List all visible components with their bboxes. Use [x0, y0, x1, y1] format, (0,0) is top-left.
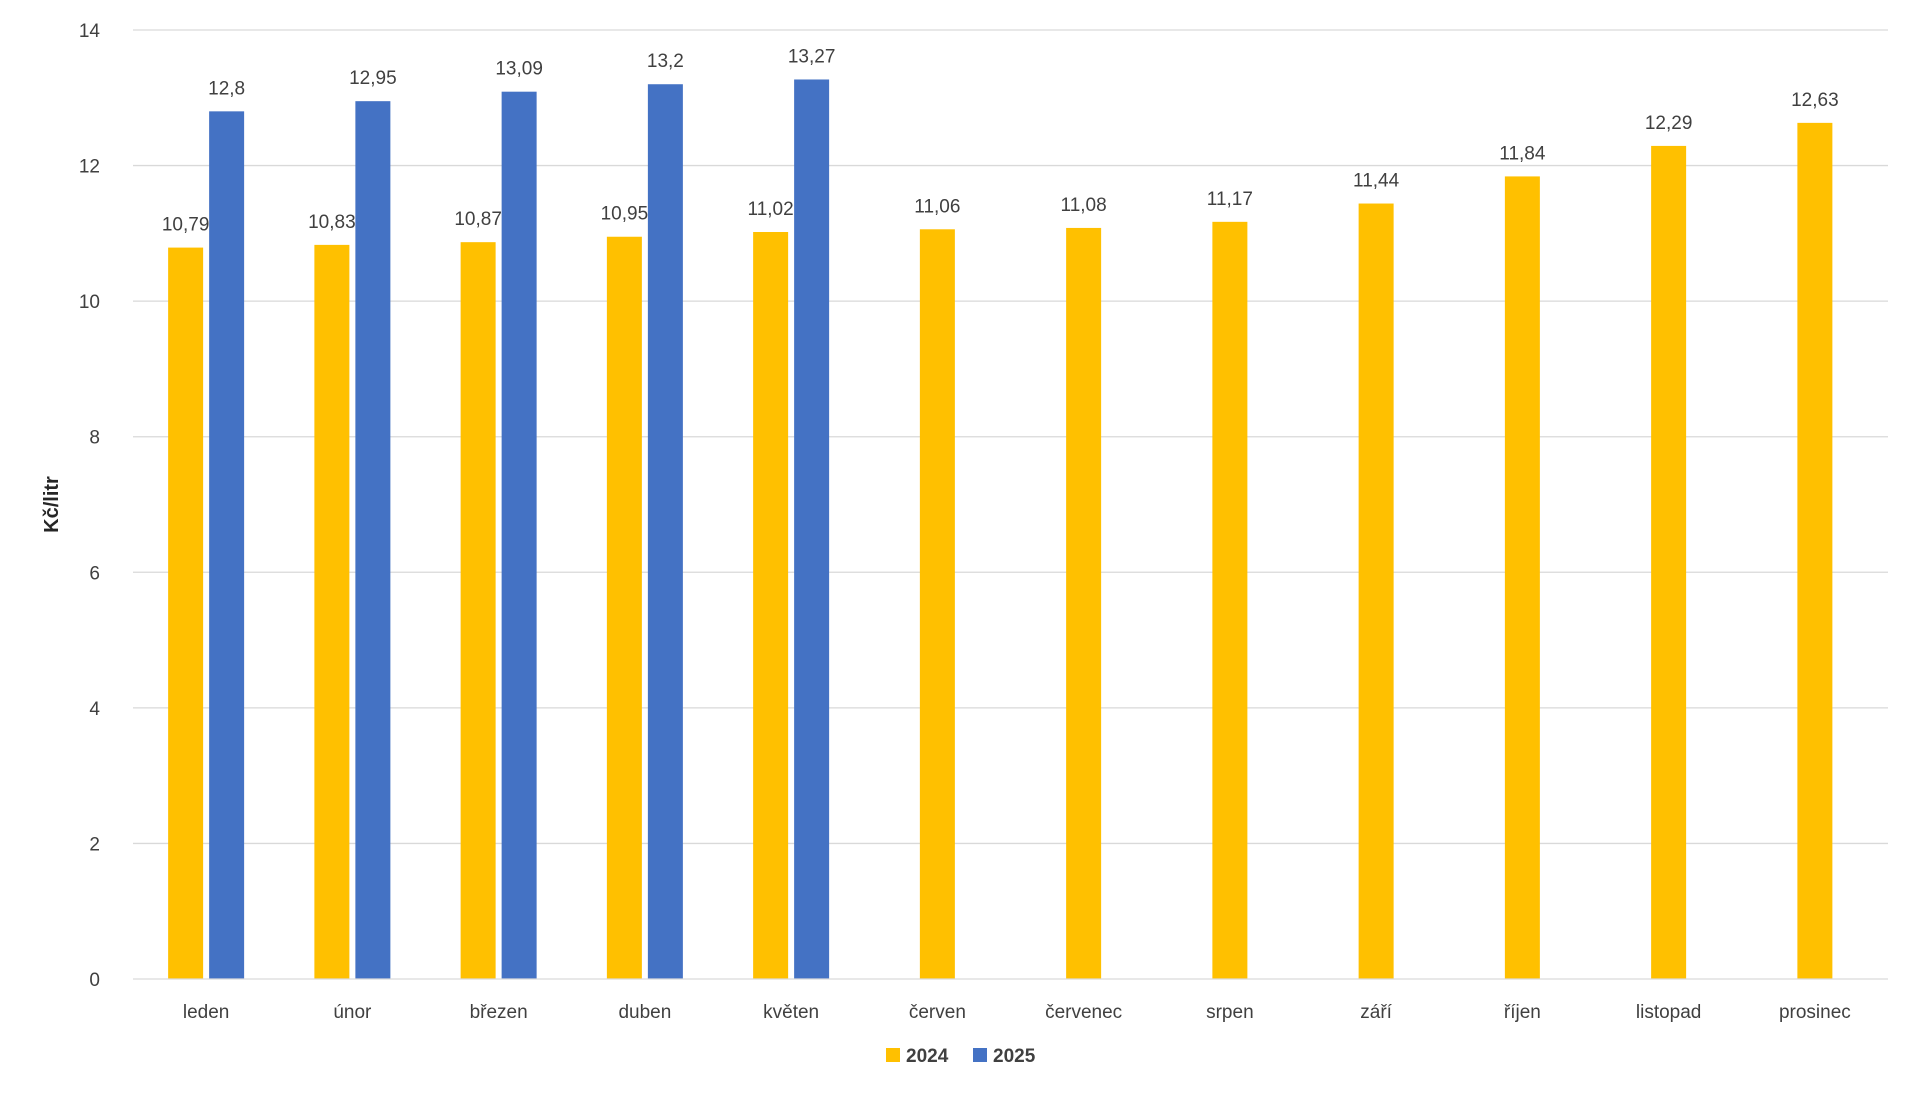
x-tick-label: červenec	[1045, 1002, 1122, 1023]
bars	[168, 79, 1833, 980]
x-tick-label: prosinec	[1779, 1002, 1851, 1023]
y-tick-label: 4	[89, 699, 100, 720]
y-tick-label: 0	[89, 970, 100, 991]
data-label-2024-červen: 11,06	[914, 196, 960, 217]
legend-label-2025: 2025	[993, 1046, 1036, 1067]
data-label-2024-červenec: 11,08	[1061, 195, 1107, 216]
bar-2024-leden	[168, 247, 204, 979]
data-label-2024-srpen: 11,17	[1207, 189, 1253, 210]
legend-swatch-2025	[973, 1048, 987, 1062]
gridlines	[133, 29, 1888, 845]
data-label-2025-únor: 12,95	[349, 68, 397, 89]
y-tick-label: 12	[79, 157, 100, 178]
legend: 2024 2025	[886, 1046, 1036, 1067]
bar-2024-březen	[460, 242, 496, 979]
legend-swatch-2024	[886, 1048, 900, 1062]
x-tick-label: září	[1360, 1002, 1392, 1023]
y-axis-title: Kč/litr	[41, 476, 63, 533]
x-tick-label: únor	[333, 1002, 372, 1023]
x-tick-label: červen	[909, 1002, 966, 1023]
x-tick-label: leden	[183, 1002, 230, 1023]
y-axis: 0 2 4 6 8 10 12 14	[79, 21, 101, 991]
data-label-2024-prosinec: 12,63	[1791, 90, 1839, 111]
bar-2025-leden	[209, 111, 245, 980]
x-tick-label: listopad	[1636, 1002, 1702, 1023]
data-label-2024-květen: 11,02	[748, 199, 794, 220]
x-tick-label: březen	[470, 1002, 528, 1023]
data-label-2025-leden: 12,8	[208, 78, 245, 99]
data-label-2024-březen: 10,87	[454, 209, 502, 230]
x-tick-label: srpen	[1206, 1002, 1254, 1023]
data-label-2024-leden: 10,79	[162, 215, 210, 236]
data-label-2024-únor: 10,83	[308, 212, 356, 233]
y-tick-label: 8	[89, 428, 100, 449]
data-label-2025-květen: 13,27	[788, 46, 836, 67]
x-tick-label: duben	[618, 1002, 671, 1023]
legend-label-2024: 2024	[906, 1046, 949, 1067]
bar-2024-srpen	[1212, 221, 1248, 980]
bar-2025-březen	[501, 91, 537, 979]
bar-2024-červenec	[1066, 227, 1102, 980]
data-label-2025-březen: 13,09	[495, 59, 543, 80]
x-tick-label: květen	[763, 1002, 819, 1023]
bar-2024-květen	[753, 232, 789, 979]
data-label-2024-říjen: 11,84	[1499, 143, 1546, 164]
bar-2024-prosinec	[1797, 122, 1833, 979]
data-label-2024-září: 11,44	[1353, 171, 1400, 192]
x-tick-label: říjen	[1504, 1002, 1541, 1023]
x-axis: leden únor březen duben květen červen červenec…	[133, 978, 1888, 1023]
bar-2024-duben	[606, 236, 642, 979]
data-label-2024-listopad: 12,29	[1645, 113, 1693, 134]
bar-2025-duben	[647, 84, 683, 979]
bar-2024-únor	[314, 244, 350, 979]
data-label-2024-duben: 10,95	[601, 204, 649, 225]
bar-2025-květen	[794, 79, 830, 979]
bar-2024-listopad	[1651, 145, 1687, 979]
bar-2025-únor	[355, 101, 391, 980]
y-tick-label: 10	[79, 292, 100, 313]
data-labels: 10,79 12,8 10,83 12,95 10,87 13,09 10,95 13,2 11…	[162, 46, 1839, 235]
bar-2024-červen	[919, 229, 955, 980]
bar-2024-říjen	[1504, 176, 1540, 980]
y-tick-label: 2	[89, 834, 100, 855]
bar-2024-září	[1358, 203, 1394, 979]
data-label-2025-duben: 13,2	[647, 51, 684, 72]
y-tick-label: 14	[79, 21, 101, 42]
y-tick-label: 6	[89, 563, 100, 584]
